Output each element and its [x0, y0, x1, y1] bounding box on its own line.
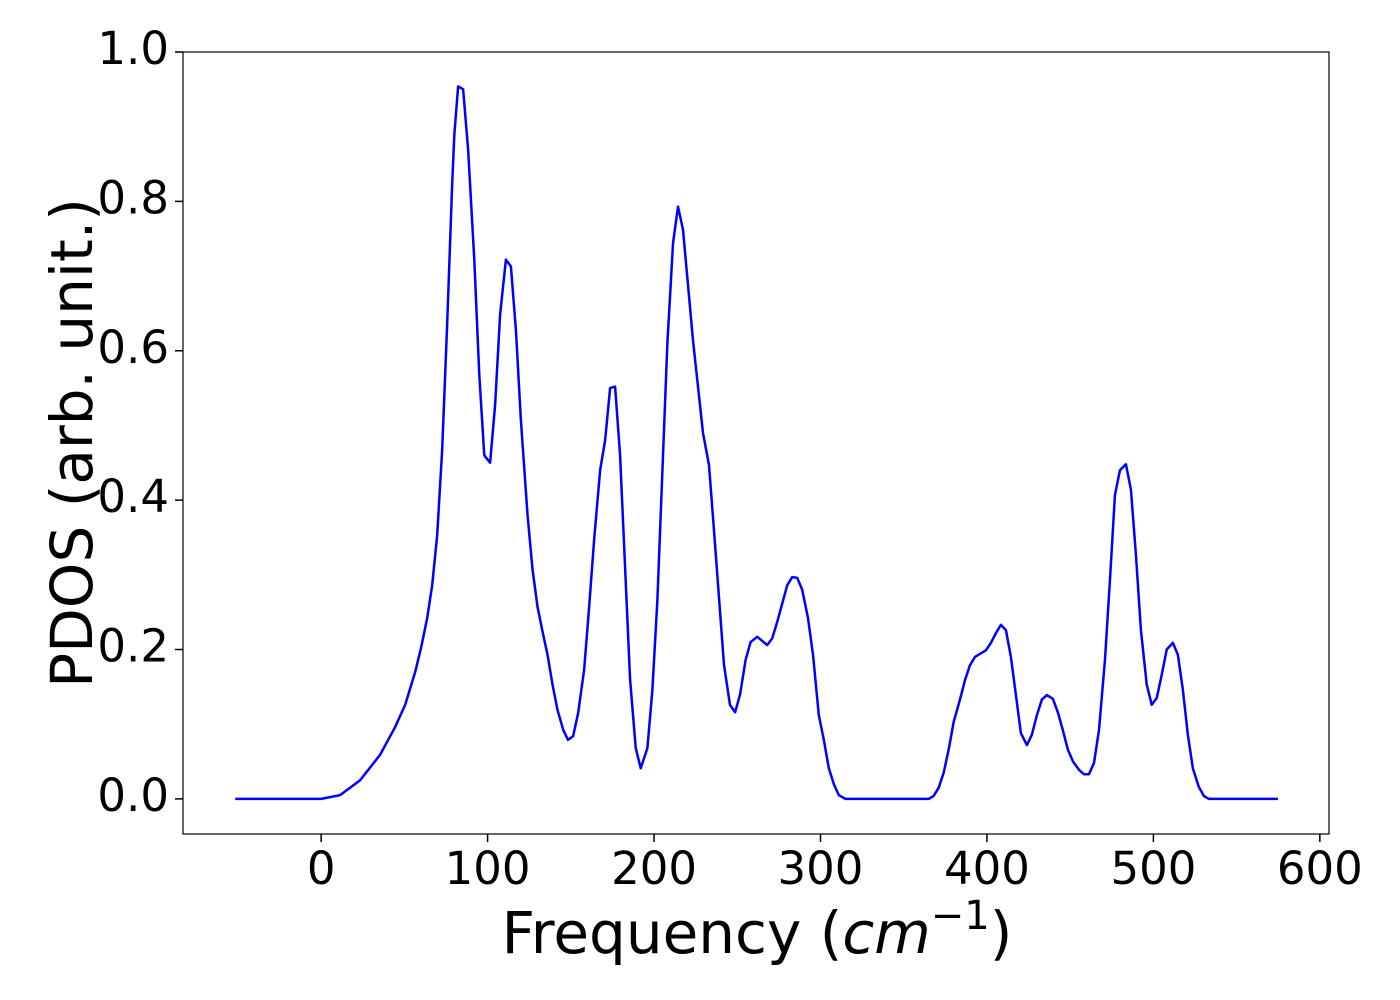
y-tick-label: 1.0 — [97, 22, 169, 75]
x-label-exponent: −1 — [931, 893, 990, 939]
y-tick-label: 0.8 — [97, 171, 169, 224]
x-tick-label: 200 — [611, 842, 697, 895]
x-tick-label: 500 — [1110, 842, 1196, 895]
x-label-text: Frequency ( — [502, 899, 843, 967]
y-tick-label: 0.0 — [97, 769, 169, 822]
plot-frame — [182, 51, 1330, 835]
x-tick-label: 0 — [307, 842, 336, 895]
y-tick-label: 0.4 — [97, 470, 169, 523]
y-axis-label: PDOS (arb. unit.) — [38, 198, 106, 688]
y-tick-label: 0.2 — [97, 620, 169, 673]
x-label-close: ) — [990, 899, 1013, 967]
x-tick-label: 100 — [445, 842, 531, 895]
x-label-unit: cm — [842, 899, 930, 967]
x-axis-label: Frequency (cm−1) — [502, 893, 1013, 967]
x-tick-label: 300 — [778, 842, 864, 895]
x-tick-label: 400 — [944, 842, 1030, 895]
data-line — [235, 85, 1278, 801]
x-tick-label: 600 — [1277, 842, 1363, 895]
y-tick-label: 0.6 — [97, 321, 169, 374]
